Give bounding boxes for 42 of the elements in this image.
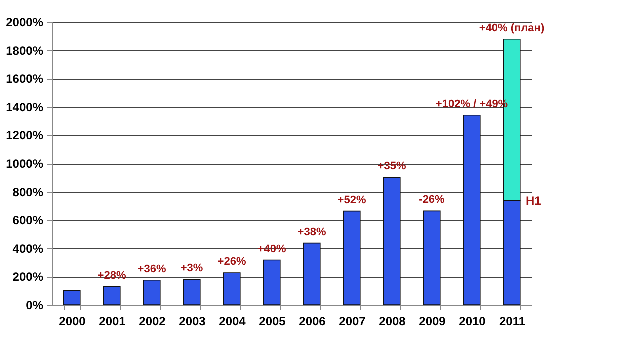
x-tick-label: 2006: [299, 314, 326, 328]
y-tick-label: 0%: [26, 298, 44, 312]
y-tick-label: 2000%: [6, 16, 44, 30]
y-tick-label: 800%: [12, 185, 44, 200]
y-tick-label: 600%: [12, 214, 44, 228]
annotation: +40% (план): [479, 22, 545, 34]
y-tick-label: 1800%: [6, 44, 44, 58]
annotation: +52%: [338, 194, 366, 206]
x-tick-label: 2004: [219, 314, 246, 328]
x-tick-label: 2007: [339, 314, 366, 328]
bar: [223, 272, 241, 306]
x-tick-label: 2000: [59, 314, 86, 328]
annotation: +36%: [138, 263, 166, 276]
bar: [423, 210, 441, 306]
bar: [143, 280, 161, 306]
annotation: +38%: [298, 226, 326, 238]
annotation: +26%: [218, 256, 246, 268]
x-tick-label: 2003: [179, 314, 206, 328]
y-tick-label: 400%: [12, 242, 44, 256]
annotation: +3%: [180, 262, 204, 275]
x-tick-label: 2001: [99, 314, 126, 328]
bar: [263, 260, 281, 306]
x-tick-label: 2010: [459, 314, 486, 328]
x-tick-label: 2005: [259, 314, 286, 328]
annotation: -26%: [419, 194, 446, 206]
y-tick-label: 1200%: [6, 128, 44, 143]
bar: [343, 210, 361, 306]
bar: [463, 114, 481, 306]
bar: [303, 242, 321, 306]
annotation: H1: [526, 194, 542, 208]
x-tick-label: 2002: [139, 314, 166, 328]
x-tick-label: 2011: [499, 314, 526, 328]
bar: [103, 286, 121, 306]
bar: [63, 290, 81, 306]
bar: [383, 177, 401, 306]
x-tick-label: 2009: [419, 314, 446, 328]
x-tick-label: 2008: [379, 314, 406, 328]
y-tick-label: 200%: [12, 270, 44, 284]
y-tick-label: 1400%: [6, 100, 44, 114]
y-tick-label: 1600%: [6, 72, 44, 86]
bar: [183, 279, 201, 306]
y-tick-label: 1000%: [6, 157, 44, 171]
